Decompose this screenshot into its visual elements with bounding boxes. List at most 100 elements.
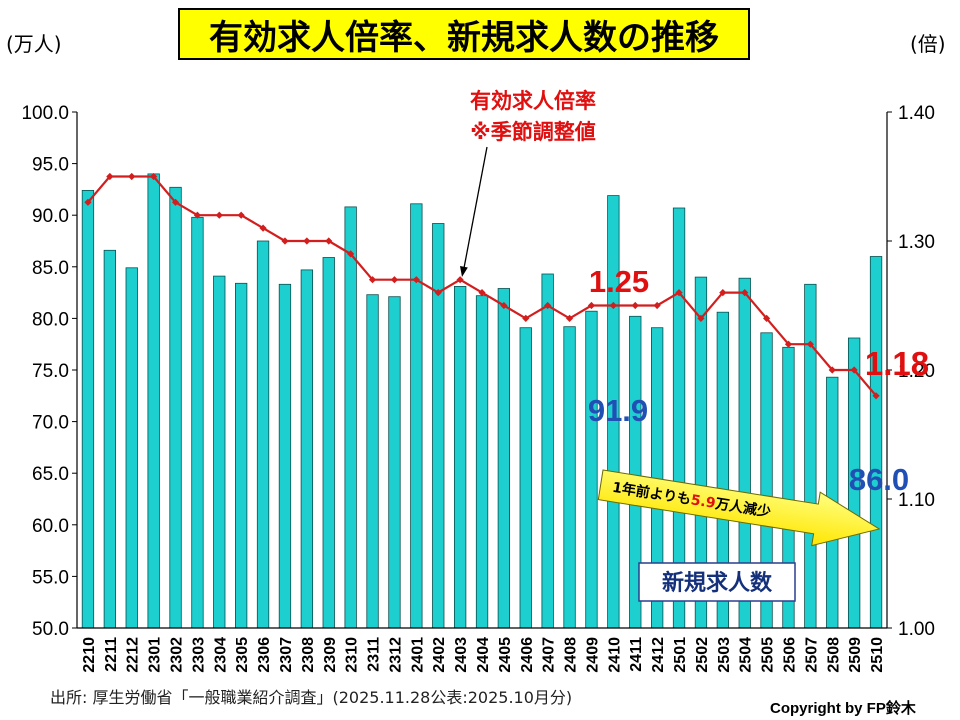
left-tick-label: 70.0 xyxy=(32,413,69,434)
annotation-arrow-head xyxy=(460,266,468,277)
line-point-2403 xyxy=(456,276,464,284)
ratio-label-2510: 1.18 xyxy=(865,345,929,382)
left-tick-label: 75.0 xyxy=(32,361,69,382)
right-tick-label: 1.40 xyxy=(898,103,935,124)
line-point-2507 xyxy=(806,340,814,348)
line-point-2212 xyxy=(128,172,136,181)
x-tick-label-2311: 2311 xyxy=(366,637,383,672)
left-tick-label: 80.0 xyxy=(32,309,69,330)
bar-series xyxy=(81,173,883,629)
x-tick-label-2508: 2508 xyxy=(825,637,842,673)
bar-2309 xyxy=(322,257,335,629)
bar-2312 xyxy=(388,296,401,629)
left-tick-label: 95.0 xyxy=(32,155,69,176)
x-tick-label-2406: 2406 xyxy=(519,637,536,673)
line-point-2504 xyxy=(741,289,749,297)
x-tick-label-2408: 2408 xyxy=(563,637,580,673)
x-tick-label-2501: 2501 xyxy=(672,637,689,673)
bar-2403 xyxy=(453,285,467,629)
bar-2303 xyxy=(191,216,204,629)
right-tick-label: 1.10 xyxy=(898,490,935,511)
count-label-2510: 86.0 xyxy=(849,462,909,497)
x-tick-label-2502: 2502 xyxy=(694,637,711,673)
line-point-2509 xyxy=(850,366,858,374)
decrease-arrow: 1年前よりも5.9万人減少 xyxy=(597,469,881,547)
bar-2306 xyxy=(256,240,270,629)
line-point-2305 xyxy=(237,211,245,219)
bar-2409 xyxy=(585,310,598,629)
x-tick-label-2503: 2503 xyxy=(716,637,733,673)
line-series xyxy=(84,172,880,400)
decrease-arrow-number: 5.9 xyxy=(690,492,717,512)
line-point-2410 xyxy=(609,301,617,310)
bar-2304 xyxy=(213,275,226,629)
x-tick-label-2303: 2303 xyxy=(190,637,207,673)
left-tick-label: 55.0 xyxy=(32,567,69,588)
copyright-note: Copyright by FP鈴木 xyxy=(770,700,916,717)
x-tick-label-2304: 2304 xyxy=(212,637,229,673)
x-axis-ticks: 2210 2211 2212 2301 2302 2303 2304 2305 2306 2307… xyxy=(81,637,886,673)
line-annotation-title: 有効求人倍率 xyxy=(470,89,596,113)
x-tick-label-2411: 2411 xyxy=(628,637,645,672)
bar-2507 xyxy=(804,283,817,629)
line-point-2402 xyxy=(434,289,442,297)
x-tick-label-2302: 2302 xyxy=(169,637,186,673)
line-point-2508 xyxy=(828,366,836,374)
decrease-arrow-shape xyxy=(597,469,881,547)
ratio-label-2410: 1.25 xyxy=(589,264,649,299)
x-tick-label-2407: 2407 xyxy=(541,637,558,673)
line-point-2312 xyxy=(390,276,399,284)
bar-2311 xyxy=(366,294,379,629)
x-tick-label-2210: 2210 xyxy=(81,637,98,673)
line-point-2309 xyxy=(325,237,333,245)
line-point-2404 xyxy=(478,289,486,297)
bar-2302 xyxy=(169,186,182,629)
x-tick-label-2412: 2412 xyxy=(650,637,667,673)
left-tick-label: 60.0 xyxy=(32,516,69,537)
left-tick-label: 90.0 xyxy=(32,206,69,227)
source-note: 出所: 厚生労働省「一般職業紹介調査」(2025.11.28公表:2025.10… xyxy=(50,688,573,707)
bar-2301 xyxy=(147,173,160,629)
left-axis-ticks: 100.0 95.0 90.0 85.0 80.0 75.0 70.0 65.0 60.0 55.… xyxy=(21,103,77,640)
x-tick-label-2402: 2402 xyxy=(431,637,448,673)
x-tick-label-2309: 2309 xyxy=(322,637,339,673)
line-annotation: 有効求人倍率 ※季節調整値 xyxy=(460,89,596,277)
bar-2401 xyxy=(410,203,423,629)
bar-2308 xyxy=(300,269,314,629)
bar-2211 xyxy=(103,249,116,629)
left-tick-label: 65.0 xyxy=(32,464,69,485)
line-annotation-note: ※季節調整値 xyxy=(470,120,595,144)
bar-2310 xyxy=(344,206,357,629)
line-point-2408 xyxy=(565,314,574,322)
x-tick-label-2405: 2405 xyxy=(497,637,514,673)
line-point-2506 xyxy=(784,340,793,348)
bar-2405 xyxy=(497,288,511,629)
line-point-2310 xyxy=(347,250,355,258)
x-tick-label-2308: 2308 xyxy=(300,637,317,673)
bar-2307 xyxy=(278,283,292,629)
line-point-2412 xyxy=(653,301,661,310)
x-tick-label-2409: 2409 xyxy=(585,637,602,673)
right-tick-label: 1.00 xyxy=(898,619,935,640)
line-point-2503 xyxy=(719,289,727,297)
x-tick-label-2305: 2305 xyxy=(234,637,251,673)
line-point-2409 xyxy=(587,301,596,310)
line-point-2406 xyxy=(522,314,530,322)
right-axis-unit: (倍) xyxy=(910,32,946,56)
left-axis-unit: (万人) xyxy=(6,32,62,56)
bar-2305 xyxy=(234,282,248,629)
bar-2402 xyxy=(432,223,445,629)
x-tick-label-2401: 2401 xyxy=(409,637,426,673)
x-tick-label-2403: 2403 xyxy=(453,637,470,673)
line-point-2210 xyxy=(84,198,92,206)
x-tick-label-2506: 2506 xyxy=(782,637,799,673)
legend: 新規求人数 xyxy=(638,562,796,602)
line-point-2407 xyxy=(544,301,552,310)
legend-entry-new-openings: 新規求人数 xyxy=(662,570,773,596)
line-point-2306 xyxy=(259,224,267,232)
bar-2212 xyxy=(125,267,138,629)
count-label-2410: 91.9 xyxy=(588,393,648,428)
annotation-arrow-line xyxy=(463,146,488,269)
bar-2404 xyxy=(475,295,489,629)
left-tick-label: 85.0 xyxy=(32,258,69,279)
